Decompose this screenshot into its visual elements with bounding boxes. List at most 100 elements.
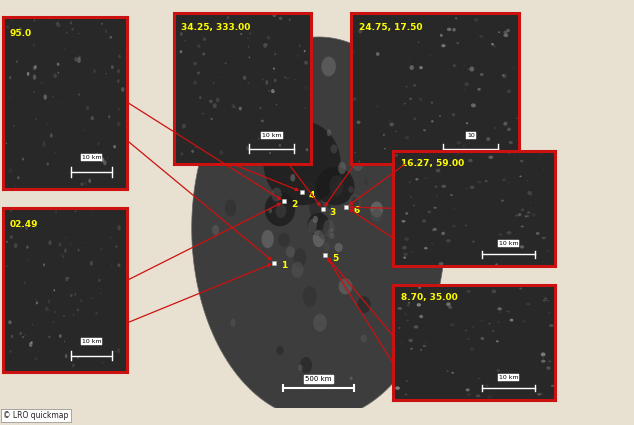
Ellipse shape bbox=[383, 134, 385, 136]
Ellipse shape bbox=[197, 44, 200, 48]
Ellipse shape bbox=[467, 338, 470, 340]
Ellipse shape bbox=[525, 312, 526, 313]
Ellipse shape bbox=[86, 106, 89, 110]
Ellipse shape bbox=[406, 86, 408, 88]
Ellipse shape bbox=[447, 28, 451, 31]
Ellipse shape bbox=[36, 301, 38, 304]
Ellipse shape bbox=[306, 148, 308, 151]
Ellipse shape bbox=[536, 232, 540, 235]
Text: 2: 2 bbox=[291, 200, 297, 209]
Ellipse shape bbox=[446, 370, 449, 372]
Ellipse shape bbox=[11, 335, 13, 338]
Ellipse shape bbox=[353, 51, 354, 53]
Ellipse shape bbox=[466, 388, 470, 391]
Ellipse shape bbox=[396, 72, 397, 73]
Ellipse shape bbox=[425, 342, 426, 343]
Ellipse shape bbox=[496, 340, 499, 343]
Ellipse shape bbox=[376, 52, 380, 56]
Ellipse shape bbox=[115, 246, 117, 248]
Ellipse shape bbox=[454, 208, 455, 209]
Ellipse shape bbox=[365, 179, 368, 185]
Ellipse shape bbox=[498, 321, 500, 323]
Ellipse shape bbox=[300, 222, 307, 230]
Ellipse shape bbox=[91, 116, 94, 120]
Ellipse shape bbox=[267, 36, 270, 40]
Ellipse shape bbox=[547, 366, 551, 370]
Ellipse shape bbox=[90, 261, 93, 266]
Ellipse shape bbox=[335, 243, 343, 252]
Ellipse shape bbox=[488, 156, 493, 159]
Ellipse shape bbox=[74, 293, 76, 296]
Ellipse shape bbox=[117, 348, 120, 353]
Ellipse shape bbox=[193, 62, 197, 65]
Ellipse shape bbox=[395, 386, 400, 390]
Ellipse shape bbox=[503, 31, 508, 34]
Ellipse shape bbox=[91, 210, 93, 211]
Ellipse shape bbox=[300, 235, 302, 239]
Ellipse shape bbox=[35, 118, 37, 120]
Ellipse shape bbox=[516, 117, 517, 119]
Ellipse shape bbox=[64, 340, 65, 342]
Ellipse shape bbox=[297, 54, 299, 57]
Ellipse shape bbox=[524, 215, 529, 218]
Ellipse shape bbox=[33, 74, 36, 80]
Ellipse shape bbox=[410, 98, 412, 100]
Ellipse shape bbox=[432, 230, 433, 231]
Ellipse shape bbox=[520, 245, 524, 249]
Ellipse shape bbox=[541, 352, 545, 357]
Ellipse shape bbox=[274, 79, 276, 82]
Ellipse shape bbox=[410, 65, 414, 70]
Ellipse shape bbox=[93, 119, 94, 120]
Ellipse shape bbox=[384, 148, 385, 150]
Ellipse shape bbox=[407, 320, 409, 321]
Ellipse shape bbox=[351, 197, 359, 207]
Ellipse shape bbox=[247, 37, 249, 39]
Ellipse shape bbox=[507, 115, 508, 116]
Ellipse shape bbox=[543, 168, 544, 169]
Ellipse shape bbox=[58, 102, 59, 103]
Ellipse shape bbox=[65, 356, 67, 358]
Ellipse shape bbox=[29, 314, 30, 316]
Ellipse shape bbox=[50, 37, 52, 39]
Ellipse shape bbox=[456, 42, 459, 44]
Ellipse shape bbox=[219, 150, 223, 155]
Text: 34.25, 333.00: 34.25, 333.00 bbox=[181, 23, 250, 32]
Ellipse shape bbox=[518, 213, 522, 216]
Ellipse shape bbox=[34, 65, 37, 69]
Ellipse shape bbox=[290, 174, 295, 181]
Ellipse shape bbox=[77, 57, 81, 63]
Ellipse shape bbox=[451, 372, 454, 374]
Ellipse shape bbox=[507, 128, 511, 131]
Ellipse shape bbox=[210, 100, 211, 102]
Ellipse shape bbox=[439, 262, 443, 265]
Ellipse shape bbox=[371, 209, 382, 222]
Ellipse shape bbox=[269, 152, 271, 154]
Ellipse shape bbox=[477, 181, 481, 184]
Ellipse shape bbox=[510, 319, 514, 322]
Ellipse shape bbox=[78, 93, 80, 96]
Ellipse shape bbox=[209, 99, 213, 103]
Ellipse shape bbox=[276, 104, 277, 105]
Ellipse shape bbox=[72, 28, 74, 31]
Ellipse shape bbox=[9, 76, 11, 79]
Ellipse shape bbox=[53, 321, 54, 323]
Ellipse shape bbox=[10, 210, 11, 212]
Ellipse shape bbox=[43, 142, 44, 143]
Ellipse shape bbox=[411, 252, 413, 253]
Ellipse shape bbox=[276, 346, 283, 355]
Ellipse shape bbox=[512, 65, 516, 70]
Ellipse shape bbox=[88, 178, 91, 183]
Ellipse shape bbox=[191, 150, 194, 153]
Text: 4: 4 bbox=[309, 191, 315, 200]
Ellipse shape bbox=[448, 306, 452, 309]
Ellipse shape bbox=[548, 312, 550, 313]
Ellipse shape bbox=[300, 357, 312, 373]
Ellipse shape bbox=[59, 212, 60, 213]
Text: 3: 3 bbox=[330, 208, 336, 217]
Ellipse shape bbox=[549, 324, 553, 327]
Ellipse shape bbox=[212, 94, 214, 96]
Ellipse shape bbox=[323, 220, 335, 237]
Ellipse shape bbox=[479, 35, 483, 38]
Ellipse shape bbox=[526, 303, 530, 305]
Ellipse shape bbox=[105, 73, 107, 74]
